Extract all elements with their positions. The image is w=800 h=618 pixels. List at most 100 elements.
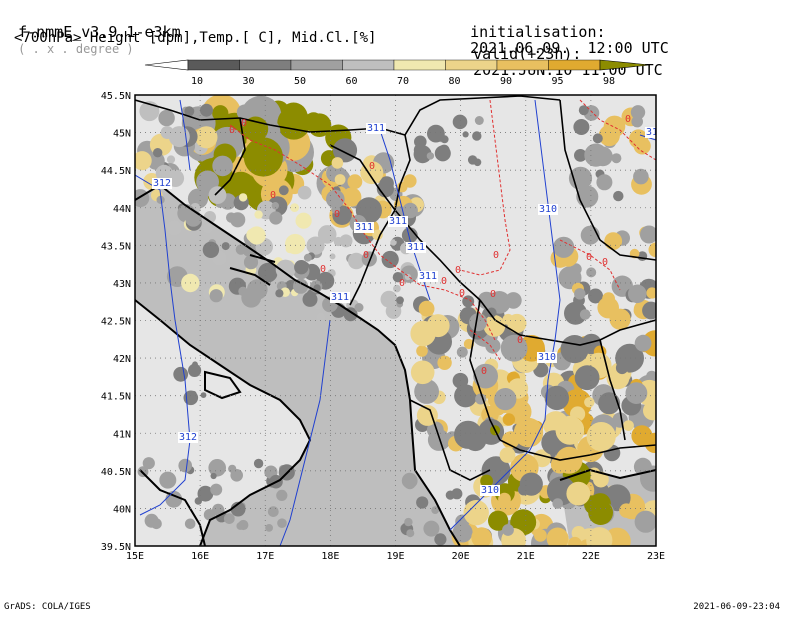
cloud-blob <box>246 228 260 242</box>
lon-label: 20E <box>452 551 470 562</box>
cloud-blob <box>236 104 253 121</box>
cloud-blob <box>427 429 450 451</box>
height-label-bg <box>538 204 558 215</box>
cloud-blob <box>631 425 653 447</box>
colorbar-segment <box>393 59 446 71</box>
temp-contour-label: 0 <box>369 161 375 172</box>
model-name: f-nmmE_v3.9.1-e3km <box>18 23 181 41</box>
init-value: 2021.06.09. 12:00 UTC <box>470 39 669 57</box>
height-contour-label: 311 <box>355 222 373 233</box>
lat-label: 43N <box>113 279 131 290</box>
height-contour-label: 312 <box>153 178 171 189</box>
cloud-blob <box>615 361 629 375</box>
cloud-blob <box>552 498 563 509</box>
temp-contour-label: 0 <box>455 265 461 276</box>
lat-label: 42.5N <box>101 317 131 328</box>
cloud-blob <box>498 492 511 506</box>
cloud-blob <box>184 106 195 117</box>
cloud-blob <box>401 472 418 489</box>
cloud-blob <box>648 242 656 258</box>
temp-contour-label: 0 <box>399 278 405 289</box>
cloud-blob <box>642 301 656 320</box>
cloud-blob <box>494 388 517 411</box>
cloud-blob <box>303 253 312 262</box>
cloud-blob <box>502 524 514 536</box>
cloud-blob <box>427 124 445 143</box>
cloud-blob <box>598 392 621 415</box>
cloud-blob <box>265 524 273 532</box>
cloud-blob <box>278 185 289 196</box>
cloud-blob <box>566 481 591 506</box>
temp-contour-label: 0 <box>625 114 631 125</box>
init-time: initialisation: 2021.06.09. 12:00 UTC <box>452 8 669 56</box>
height-label-bg <box>406 242 426 253</box>
cloud-blob <box>173 366 189 382</box>
temp-contour-label: 0 <box>517 335 523 346</box>
lon-label: 16E <box>191 551 209 562</box>
cloud-blob <box>203 223 213 234</box>
cloud-blob <box>276 489 288 501</box>
lat-label: 43.5N <box>101 241 131 252</box>
map-frame <box>134 94 657 547</box>
cloud-blob <box>586 267 597 278</box>
cloud-blob <box>574 288 586 300</box>
cloud-blob <box>640 465 656 492</box>
cloud-blob <box>184 518 196 530</box>
cloud-blob <box>153 148 163 158</box>
cloud-blob <box>630 105 646 120</box>
lat-label: 42N <box>113 354 131 365</box>
cloud-blob <box>243 137 283 177</box>
cloud-blob <box>317 225 337 244</box>
lon-label: 17E <box>256 551 274 562</box>
cloud-blob <box>361 251 377 267</box>
cloud-blob <box>230 212 246 228</box>
lon-label: 15E <box>126 551 144 562</box>
cloud-blob <box>258 262 278 283</box>
cloud-blob <box>534 529 547 542</box>
height-contour-label: 310 <box>538 352 556 363</box>
cloud-blob <box>623 420 634 431</box>
lon-label: 19E <box>386 551 404 562</box>
cloud-blob <box>502 431 520 449</box>
height-contour-label: 311 <box>367 123 385 134</box>
height-contour-label: 310 <box>646 127 664 138</box>
cloud-blob <box>339 234 353 248</box>
temp-contour-label: 0 <box>602 257 608 268</box>
colorbar-label: 50 <box>294 76 306 87</box>
cloud-blob <box>135 151 152 171</box>
colorbar-label: 10 <box>191 76 203 87</box>
colorbar-high-arrow <box>599 59 651 71</box>
cloud-blob <box>619 503 634 518</box>
cloud-blob <box>142 457 155 470</box>
init-label: initialisation: <box>470 23 606 41</box>
cloud-blob <box>331 205 341 214</box>
cloud-blob <box>212 105 229 122</box>
cloud-blob <box>507 313 527 334</box>
cloud-blob <box>560 335 589 364</box>
cloud-blob <box>329 253 336 260</box>
cloud-blob <box>209 289 223 303</box>
cloud-blob <box>225 171 257 203</box>
map-content: 3113123113113113113113103103123103100000… <box>135 95 664 546</box>
lat-label: 44.5N <box>101 166 131 177</box>
cloud-blob <box>646 370 656 382</box>
cloud-blob <box>469 313 488 332</box>
cloud-blob <box>316 312 326 322</box>
cloud-blob <box>480 474 493 488</box>
lat-label: 41N <box>113 429 131 440</box>
height-label-bg <box>366 123 386 134</box>
cloud-blob <box>593 471 609 488</box>
height-contour-label: 311 <box>389 216 407 227</box>
cloud-blob <box>604 232 623 251</box>
cloud-blob <box>197 485 214 502</box>
colorbar-label: 95 <box>552 76 564 87</box>
cloud-blob <box>564 301 587 325</box>
cloud-blob <box>271 202 279 210</box>
cloud-blob <box>452 114 468 130</box>
coastlines <box>135 183 656 546</box>
cloud-blob <box>253 458 264 469</box>
cloud-blob <box>640 225 656 244</box>
cloud-blob <box>445 490 455 500</box>
cloud-blob <box>277 518 287 528</box>
cloud-blob <box>188 363 202 377</box>
